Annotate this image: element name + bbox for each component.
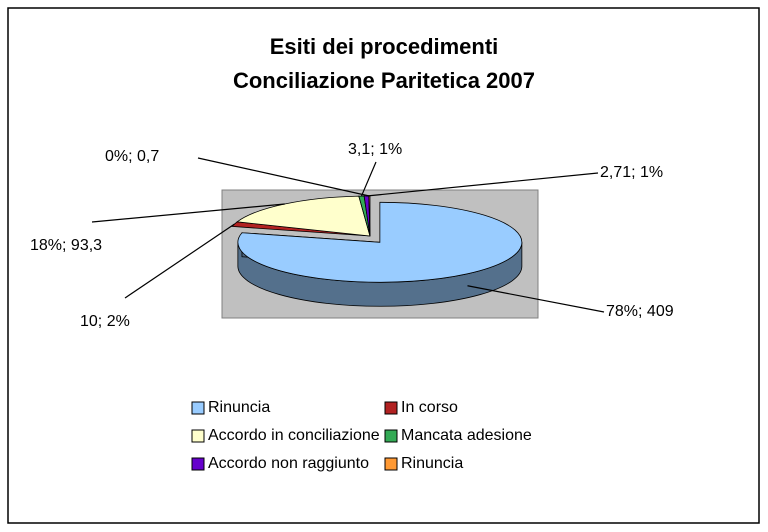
leader-line bbox=[360, 161, 377, 197]
data-label: 18%; 93,3 bbox=[30, 237, 102, 254]
chart-title: Conciliazione Paritetica 2007 bbox=[233, 68, 535, 93]
leader-line bbox=[124, 223, 235, 299]
leader-line bbox=[91, 203, 285, 223]
data-label: 10; 2% bbox=[80, 313, 130, 330]
leader-line bbox=[467, 285, 605, 313]
data-label: 3,1; 1% bbox=[348, 141, 402, 158]
legend-swatch bbox=[191, 401, 205, 415]
chart-title: Esiti dei procedimenti bbox=[270, 34, 499, 59]
legend-swatch bbox=[384, 401, 398, 415]
legend-swatch bbox=[191, 429, 205, 443]
legend-label: In corso bbox=[401, 399, 458, 416]
legend-swatch bbox=[384, 429, 398, 443]
leader-line bbox=[197, 157, 370, 197]
data-label: 0%; 0,7 bbox=[105, 148, 159, 165]
pie-slice bbox=[237, 201, 523, 283]
pie-slice bbox=[236, 195, 371, 237]
data-label: 2,71; 1% bbox=[600, 164, 663, 181]
data-label: 78%; 409 bbox=[606, 303, 674, 320]
legend-swatch bbox=[191, 457, 205, 471]
legend-label: Rinuncia bbox=[401, 455, 463, 472]
legend-swatch bbox=[384, 457, 398, 471]
legend-label: Mancata adesione bbox=[401, 427, 532, 444]
legend-label: Accordo non raggiunto bbox=[208, 455, 369, 472]
leader-line bbox=[366, 172, 599, 197]
legend-label: Rinuncia bbox=[208, 399, 270, 416]
legend-label: Accordo in conciliazione bbox=[208, 427, 380, 444]
